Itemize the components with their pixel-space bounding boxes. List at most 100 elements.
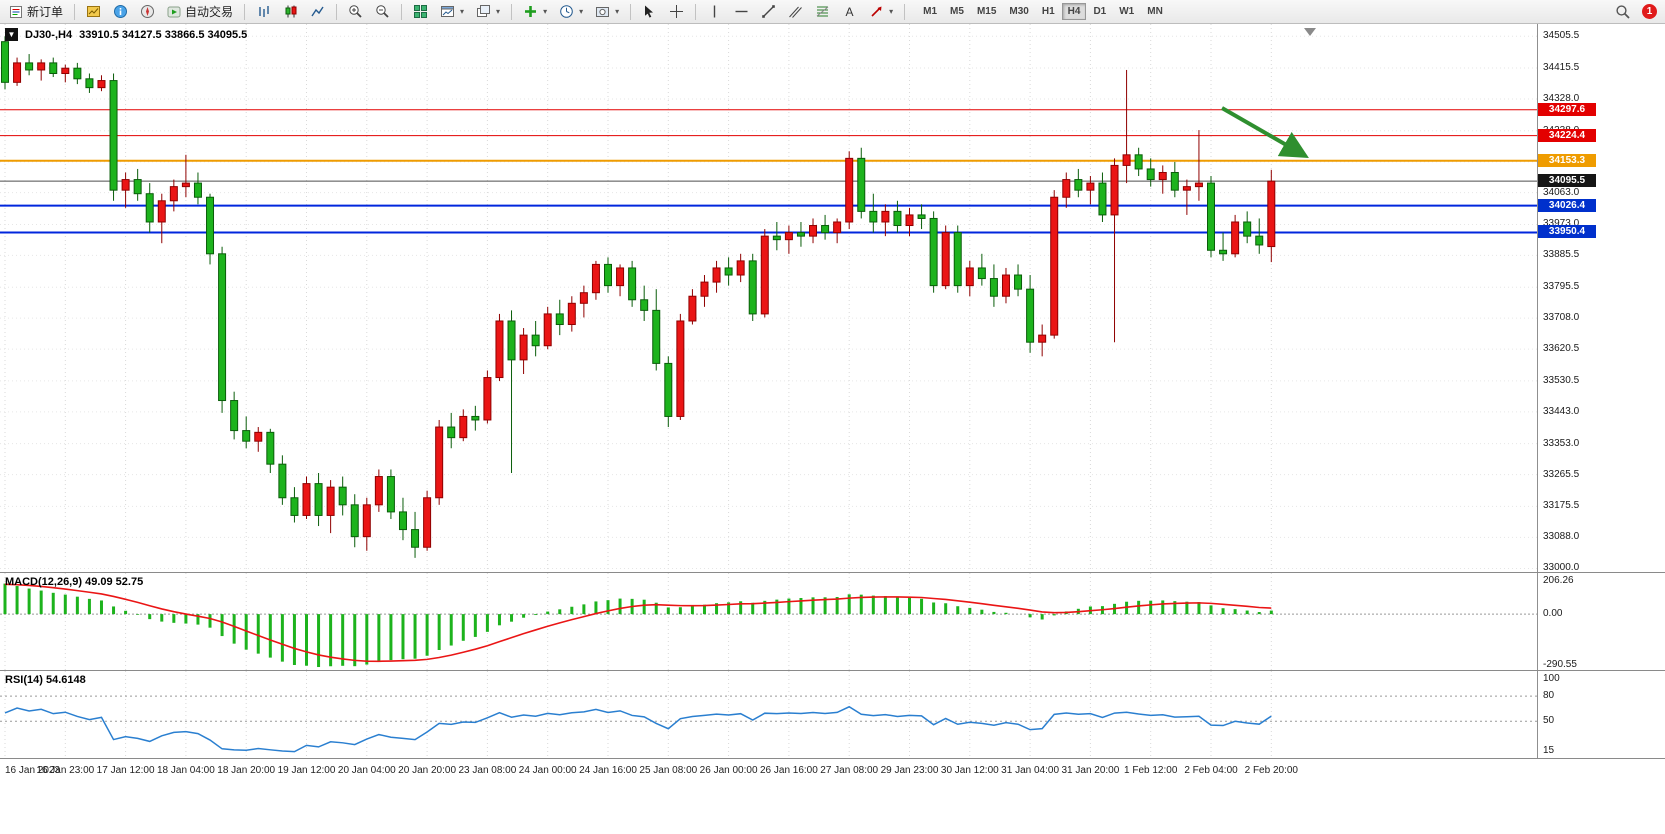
- rsi-label: RSI(14) 54.6148: [5, 674, 86, 686]
- chart-shift-marker: [1304, 28, 1316, 36]
- order-ticket-icon: [10, 5, 22, 18]
- price-axis-label: 33353.0: [1543, 437, 1580, 449]
- tile-windows-button[interactable]: [408, 1, 433, 23]
- zoom-out-icon: [376, 5, 389, 18]
- navigator-icon: [141, 5, 155, 18]
- time-axis-label: 31 Jan 20:00: [1061, 765, 1120, 776]
- price-axis-label: 34415.5: [1543, 62, 1580, 74]
- rsi-indicator-panel[interactable]: RSI(14) 54.6148 100 80 50 15: [0, 670, 1665, 759]
- price-tag: 34297.6: [1538, 102, 1596, 116]
- toolbar-separator: [74, 3, 76, 20]
- toolbar-separator: [244, 3, 246, 20]
- macd-signal-line: [4, 583, 1272, 663]
- timeframe-w1[interactable]: W1: [1113, 3, 1140, 20]
- text-tool-button[interactable]: A: [837, 1, 862, 23]
- timeframe-h1[interactable]: H1: [1036, 3, 1061, 20]
- channel-icon: [789, 6, 802, 18]
- vertical-line-icon: [713, 5, 716, 18]
- macd-label: MACD(12,26,9) 49.09 52.75: [5, 576, 144, 588]
- macd-histogram: [3, 583, 1273, 668]
- time-axis-label: 20 Jan 04:00: [337, 765, 396, 776]
- rsi-chart: [0, 671, 1537, 759]
- time-axis-label: 31 Jan 04:00: [1001, 765, 1060, 776]
- time-axis-label: 26 Jan 00:00: [699, 765, 758, 776]
- macd-chart: [0, 573, 1537, 671]
- price-axis-label: 34063.0: [1543, 186, 1580, 198]
- one-click-trading-toggle[interactable]: ▼: [5, 28, 18, 41]
- autotrading-button[interactable]: 自动交易: [162, 2, 238, 22]
- time-axis-label: 29 Jan 23:00: [880, 765, 939, 776]
- macd-indicator-panel[interactable]: MACD(12,26,9) 49.09 52.75 206.26 0.00 -290…: [0, 572, 1665, 671]
- timeframe-m5[interactable]: M5: [944, 3, 970, 20]
- zoom-in-icon: [349, 5, 362, 18]
- trendline-icon: [762, 5, 775, 18]
- trend-arrow-annotation[interactable]: [1221, 106, 1309, 158]
- snapshot-button[interactable]: ▾: [590, 1, 624, 23]
- timeframe-d1[interactable]: D1: [1087, 3, 1112, 20]
- timeframe-m30[interactable]: M30: [1003, 3, 1034, 20]
- price-tag: 34153.3: [1538, 153, 1596, 167]
- new-chart-button[interactable]: ▾: [435, 1, 469, 23]
- profiles-button[interactable]: ▾: [471, 1, 505, 23]
- price-axis-label: 33088.0: [1543, 531, 1580, 543]
- price-chart-panel[interactable]: ▼ DJ30-,H4 33910.5 34127.5 33866.5 34095…: [0, 24, 1665, 573]
- chart-grid: [0, 24, 1537, 572]
- price-tag: 34026.4: [1538, 198, 1596, 212]
- timeframe-mn[interactable]: MN: [1141, 3, 1169, 20]
- snapshot-icon: [596, 7, 610, 17]
- cursor-icon: [645, 5, 654, 18]
- time-axis-label: 16 Jan 23:00: [36, 765, 95, 776]
- tile-windows-icon: [414, 5, 428, 18]
- trendline-tool-button[interactable]: [756, 1, 781, 23]
- market-watch-button[interactable]: [81, 1, 106, 23]
- toolbar-separator: [401, 3, 403, 20]
- profiles-icon: [477, 5, 491, 17]
- crosshair-tool-button[interactable]: [664, 1, 689, 23]
- search-button[interactable]: [1610, 1, 1636, 23]
- toolbar-separator: [695, 3, 697, 20]
- toolbar-separator: [336, 3, 338, 20]
- line-chart-icon: [311, 6, 324, 17]
- zoom-in-button[interactable]: [343, 1, 368, 23]
- zoom-out-button[interactable]: [370, 1, 395, 23]
- timeframe-m15[interactable]: M15: [971, 3, 1002, 20]
- timeframe-h4[interactable]: H4: [1061, 3, 1087, 20]
- arrows-icon: [871, 6, 882, 17]
- horizontal-line-tool-button[interactable]: [729, 1, 754, 23]
- channel-tool-button[interactable]: [783, 1, 808, 23]
- price-axis[interactable]: 34505.534415.534328.034238.034150.534063…: [1537, 24, 1665, 573]
- notification-badge[interactable]: 1: [1642, 4, 1657, 19]
- arrows-tool-button[interactable]: ▾: [864, 1, 898, 23]
- time-axis-label: 26 Jan 16:00: [759, 765, 818, 776]
- navigator-button[interactable]: [135, 1, 160, 23]
- data-window-button[interactable]: [108, 1, 133, 23]
- vertical-line-tool-button[interactable]: [702, 1, 727, 23]
- candlestick-chart-button[interactable]: [278, 1, 303, 23]
- bar-chart-button[interactable]: [251, 1, 276, 23]
- price-tag: 34095.5: [1538, 174, 1596, 188]
- fibonacci-tool-button[interactable]: [810, 1, 835, 23]
- time-axis-label: 23 Jan 08:00: [458, 765, 517, 776]
- price-axis-label: 33443.0: [1543, 405, 1580, 417]
- price-axis-label: 33708.0: [1543, 312, 1580, 324]
- line-chart-button[interactable]: [305, 1, 330, 23]
- toolbar-separator: [511, 3, 513, 20]
- cursor-tool-button[interactable]: [637, 1, 662, 23]
- period-icon: [560, 5, 573, 18]
- period-button[interactable]: ▾: [554, 1, 588, 23]
- candlestick-chart[interactable]: [0, 24, 1537, 572]
- horizontal-level-lines[interactable]: [0, 109, 1537, 234]
- price-axis-label: 34505.5: [1543, 30, 1580, 42]
- indicators-button[interactable]: ▾: [518, 1, 552, 23]
- dropdown-caret: ▾: [460, 7, 465, 16]
- time-axis[interactable]: 16 Jan 2023 16 Jan 23:00 17 Jan 12:00 18 Ja…: [0, 758, 1665, 783]
- new-order-button[interactable]: 新订单: [4, 2, 68, 22]
- timeframe-m1[interactable]: M1: [917, 3, 943, 20]
- horizontal-line-icon: [735, 10, 748, 13]
- macd-axis-label: 206.26: [1543, 575, 1574, 586]
- timeframe-group: M1 M5 M15 M30 H1 H4 D1 W1 MN: [917, 3, 1169, 20]
- ohlc-values-label: 33910.5 34127.5 33866.5 34095.5: [79, 28, 248, 41]
- rsi-line: [4, 705, 1272, 753]
- dropdown-caret: ▾: [496, 7, 501, 16]
- symbol-timeframe-label: DJ30-,H4: [25, 28, 73, 41]
